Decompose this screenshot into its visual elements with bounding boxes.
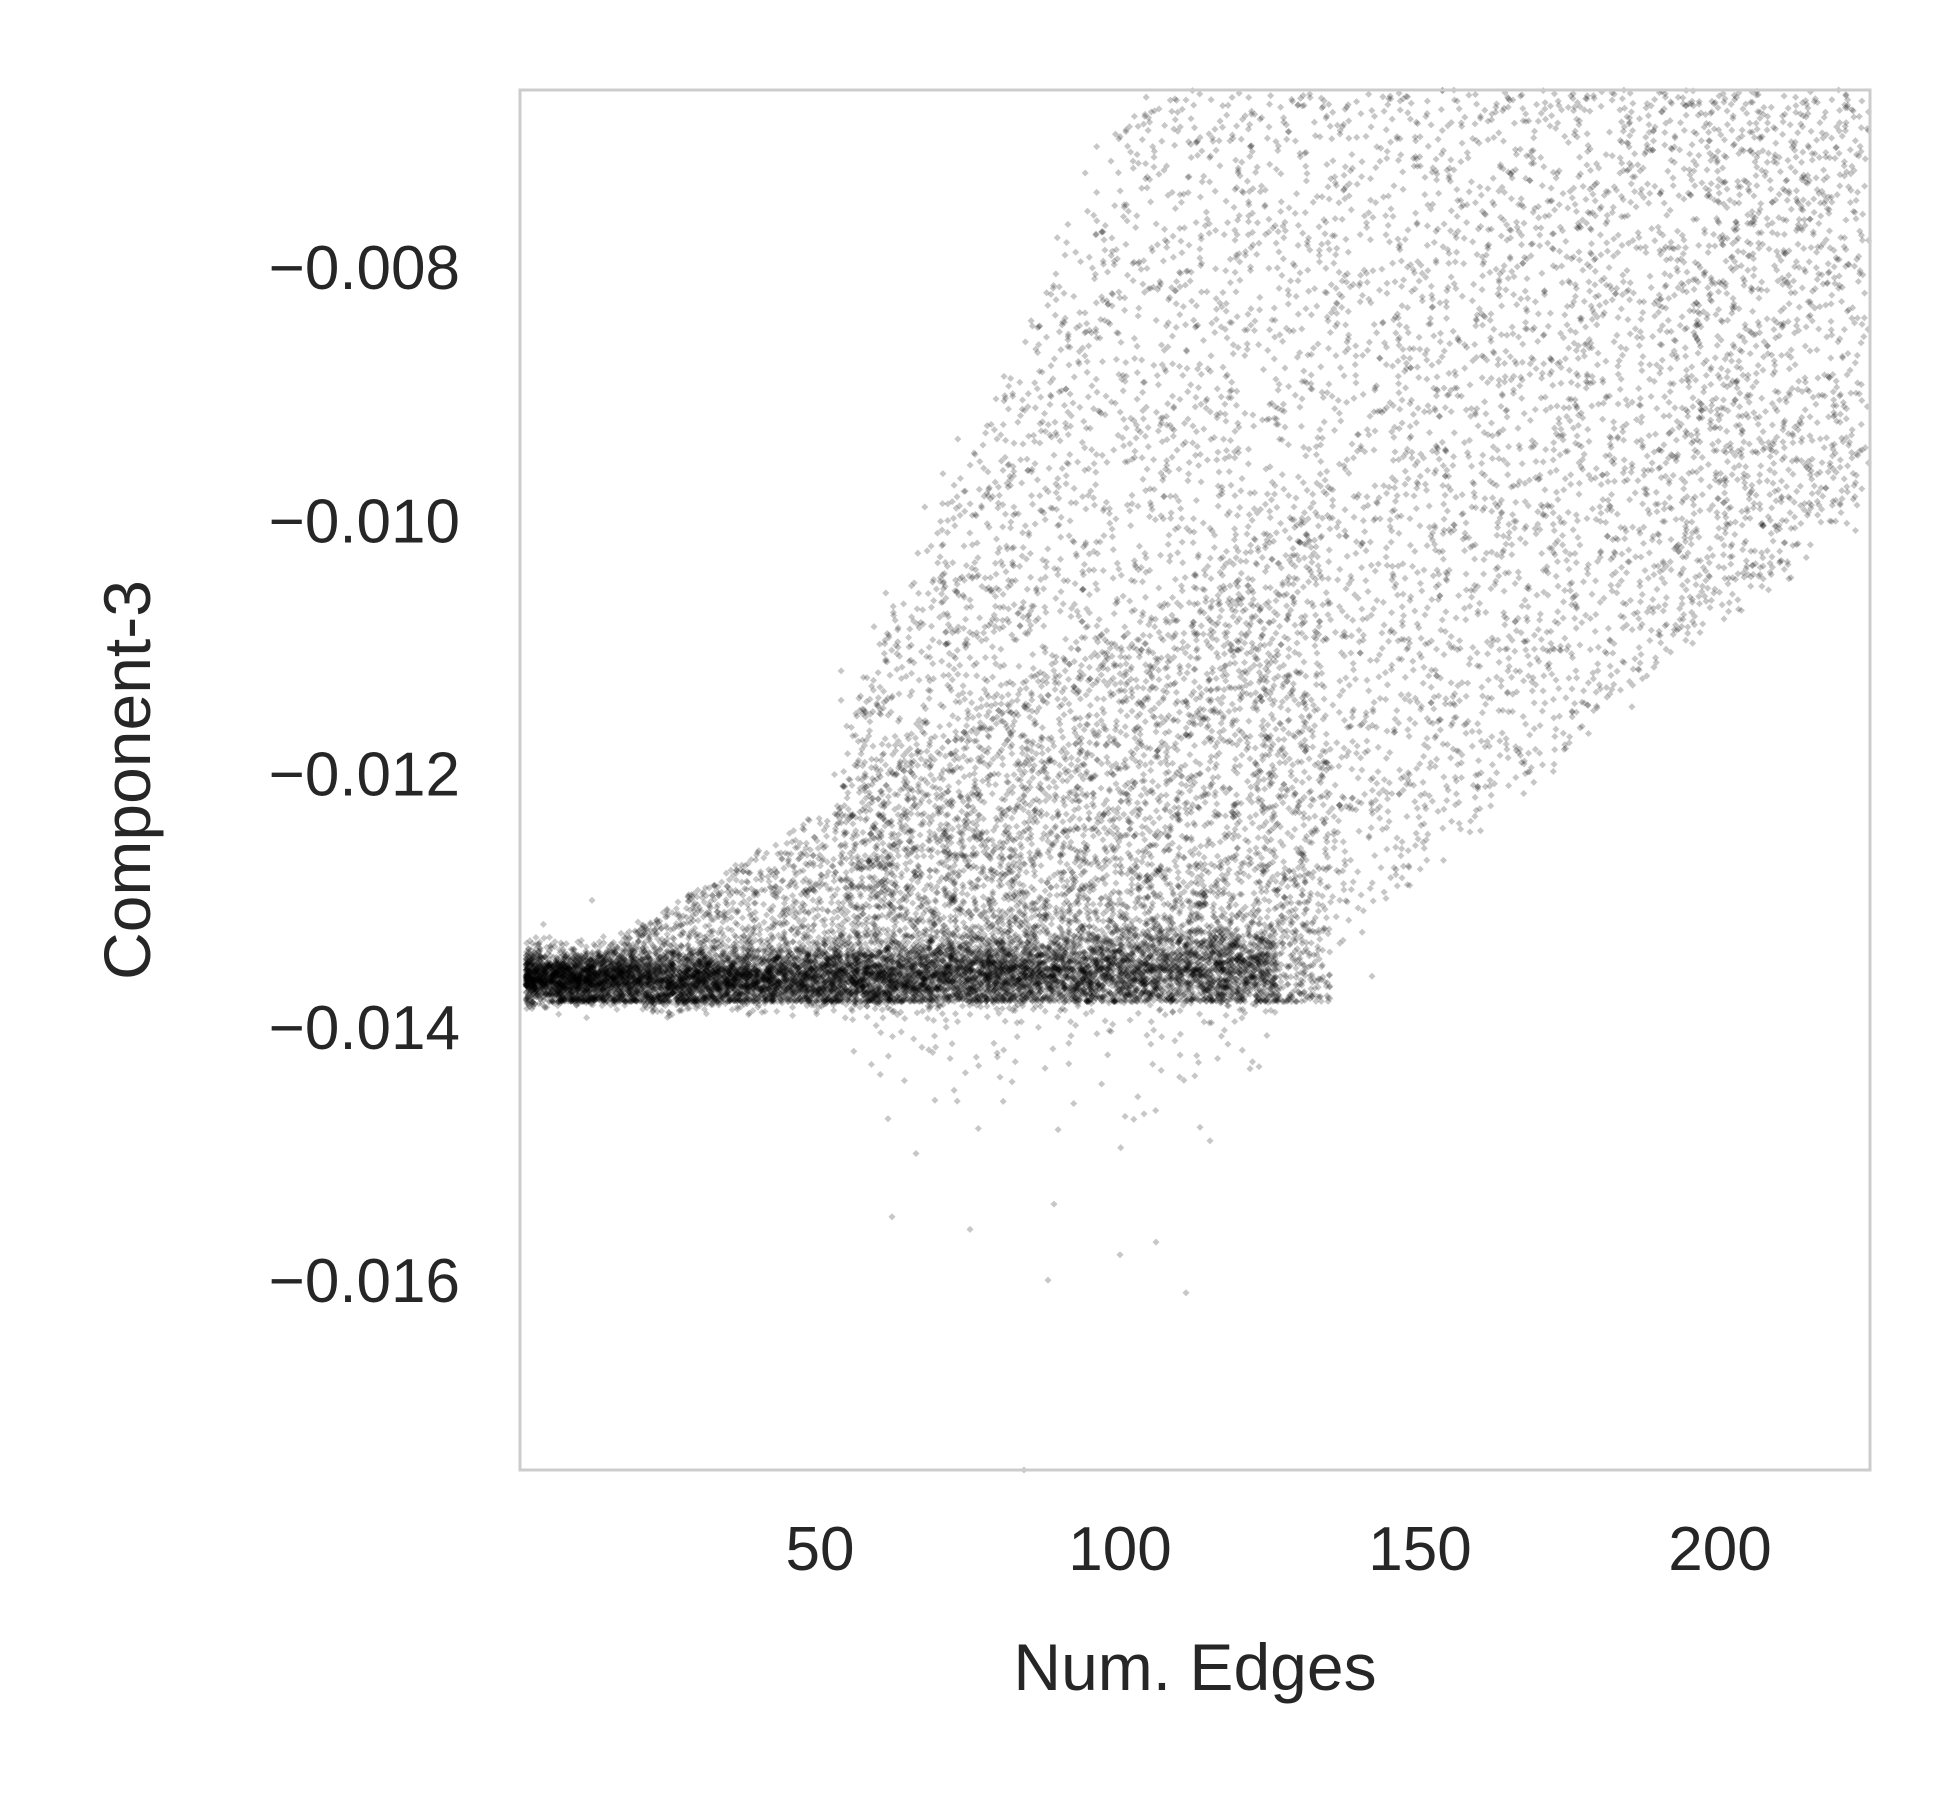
- scatter-point: [777, 948, 786, 956]
- scatter-point: [555, 1010, 563, 1018]
- scatter-point: [569, 970, 577, 978]
- scatter-point: [677, 970, 685, 978]
- scatter-point: [547, 979, 555, 987]
- scatter-point: [712, 960, 721, 968]
- scatter-point: [539, 920, 547, 928]
- scatter-point: [542, 975, 550, 983]
- scatter-point: [953, 965, 961, 973]
- scatter-point: [727, 943, 735, 951]
- scatter-point: [553, 962, 561, 970]
- scatter-point: [761, 994, 769, 1002]
- scatter-point: [874, 973, 882, 981]
- scatter-point: [913, 1009, 921, 1017]
- scatter-point: [540, 953, 548, 961]
- scatter-point: [1176, 1007, 1184, 1015]
- scatter-point: [664, 976, 673, 984]
- scatter-point: [749, 995, 757, 1003]
- scatter-point: [534, 979, 543, 988]
- scatter-point: [1263, 913, 1271, 921]
- scatter-point: [890, 976, 898, 985]
- scatter-point: [537, 968, 545, 976]
- scatter-point: [918, 1007, 927, 1015]
- scatter-point: [806, 955, 814, 963]
- scatter-point: [550, 971, 558, 979]
- scatter-point: [718, 987, 726, 995]
- scatter-point: [704, 975, 712, 983]
- scatter-point: [583, 1014, 591, 1022]
- scatter-point: [972, 996, 980, 1004]
- scatter-point: [995, 972, 1003, 980]
- scatter-point: [548, 986, 556, 995]
- scatter-point: [667, 976, 675, 984]
- scatter-point: [793, 977, 801, 985]
- scatter-point: [958, 1002, 967, 1010]
- scatter-point: [993, 947, 1001, 956]
- scatter-point: [750, 990, 758, 998]
- scatter-point: [528, 970, 536, 978]
- scatter-point: [743, 964, 751, 973]
- scatter-point: [894, 971, 902, 979]
- scatter-point: [826, 978, 834, 986]
- scatter-point: [595, 980, 603, 989]
- scatter-point: [978, 951, 987, 959]
- scatter-point: [1099, 917, 1107, 925]
- scatter-point: [834, 969, 842, 978]
- scatter-point: [545, 933, 554, 941]
- data-points: [522, 86, 1873, 1474]
- scatter-point: [740, 970, 748, 978]
- scatter-point: [554, 987, 562, 995]
- scatter-point: [828, 974, 836, 982]
- scatter-point: [531, 988, 539, 996]
- scatter-point: [626, 966, 634, 974]
- scatter-point: [527, 977, 535, 985]
- scatter-point: [1041, 1007, 1049, 1015]
- scatter-point: [646, 969, 654, 977]
- scatter-point: [623, 973, 631, 981]
- scatter-point: [990, 952, 998, 960]
- scatter-point: [773, 1007, 781, 1015]
- scatter-point: [728, 1006, 736, 1014]
- scatter-point: [841, 1014, 849, 1022]
- scatter-point: [928, 923, 936, 931]
- scatter-point: [789, 1011, 797, 1020]
- scatter-point: [976, 990, 984, 998]
- scatter-point: [789, 976, 798, 984]
- scatter-point: [640, 979, 648, 987]
- scatter-point: [984, 949, 992, 957]
- scatter-point: [925, 938, 933, 946]
- scatter-point: [1131, 904, 1139, 912]
- scatter-point: [671, 949, 679, 957]
- scatter-point: [756, 985, 764, 993]
- scatter-point: [830, 1006, 838, 1015]
- scatter-point: [584, 958, 592, 966]
- scatter-point: [671, 986, 679, 994]
- scatter-point: [863, 1013, 871, 1021]
- scatter-point: [1002, 977, 1011, 985]
- scatter-point: [946, 981, 954, 989]
- scatter-point: [821, 978, 829, 986]
- scatter-point: [652, 966, 661, 974]
- scatter-point: [585, 975, 593, 983]
- scatter-point: [655, 992, 663, 1000]
- scatter-point: [965, 948, 973, 956]
- scatter-point: [753, 980, 761, 988]
- scatter-point: [650, 986, 658, 994]
